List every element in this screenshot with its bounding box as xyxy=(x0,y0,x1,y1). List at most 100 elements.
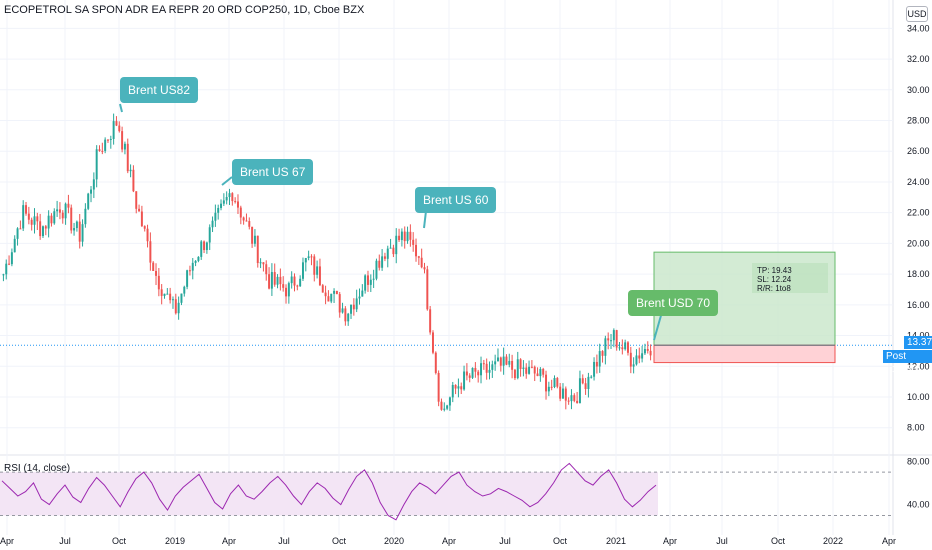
candle-body xyxy=(366,275,369,285)
candle-body xyxy=(188,270,191,272)
candle-body xyxy=(638,355,641,359)
candle-body xyxy=(618,347,621,349)
candle-body xyxy=(234,201,237,203)
candle-body xyxy=(454,384,457,389)
candle-body xyxy=(39,221,42,237)
candle-body xyxy=(587,376,590,390)
time-tick-label: 2019 xyxy=(165,536,185,546)
candle-body xyxy=(463,371,466,390)
trade-stats: TP: 19.43 SL: 12.24 R/R: 1to8 xyxy=(757,266,792,293)
candle-body xyxy=(626,342,629,353)
candle-body xyxy=(22,205,25,229)
candle-body xyxy=(522,367,525,369)
price-tick-label: 32.00 xyxy=(907,54,930,64)
candle-body xyxy=(81,224,84,242)
candle-body xyxy=(347,313,350,322)
candle-body xyxy=(584,383,587,390)
candle-body xyxy=(310,256,313,258)
annotation-brent-82[interactable]: Brent US82 xyxy=(120,77,199,103)
candle-body xyxy=(129,169,132,172)
candle-body xyxy=(251,226,254,244)
post-market-tag: Post 13.36 xyxy=(883,350,932,375)
candle-body xyxy=(180,293,183,303)
candle-body xyxy=(451,384,454,398)
candle-body xyxy=(612,330,615,341)
candle-body xyxy=(123,143,126,150)
currency-badge[interactable]: USD xyxy=(906,6,928,22)
candle-body xyxy=(194,260,197,263)
candle-body xyxy=(539,368,542,377)
post-label: Post xyxy=(886,351,907,362)
candle-body xyxy=(335,290,338,295)
rsi-tick-label: 40.00 xyxy=(907,500,930,510)
candle-body xyxy=(550,386,553,388)
candle-body xyxy=(361,290,364,297)
candle-body xyxy=(338,294,341,313)
time-tick-label: 2021 xyxy=(606,536,626,546)
candle-body xyxy=(355,298,358,310)
candle-body xyxy=(440,401,443,410)
annotation-brent-60[interactable]: Brent US 60 xyxy=(415,187,497,213)
price-tick-label: 12.00 xyxy=(907,361,930,371)
annotation-brent-70[interactable]: Brent USD 70 xyxy=(628,290,719,316)
candle-body xyxy=(58,209,61,213)
candle-body xyxy=(607,338,610,341)
candle-body xyxy=(56,209,59,212)
candle-body xyxy=(358,296,361,299)
candle-body xyxy=(333,290,336,294)
candle-body xyxy=(36,216,39,222)
candle-body xyxy=(282,284,285,288)
sl-line: SL: 12.24 xyxy=(757,275,792,284)
time-tick-label: Apr xyxy=(0,536,14,546)
candle-body xyxy=(92,179,95,190)
candle-body xyxy=(316,266,319,275)
candle-body xyxy=(324,292,327,297)
rr-line: R/R: 1to8 xyxy=(757,284,791,293)
callout-pointer xyxy=(119,103,123,113)
candle-body xyxy=(27,213,30,220)
candle-body xyxy=(19,228,22,230)
candle-body xyxy=(98,149,101,151)
price-tick-label: 10.00 xyxy=(907,392,930,402)
price-axis: 8.00 10.00 12.00 14.00 16.00 18.00 20.00 22.00 2… xyxy=(907,23,930,509)
candle-body xyxy=(70,207,73,231)
candle-body xyxy=(570,395,573,402)
candle-body xyxy=(90,189,93,194)
candle-body xyxy=(369,279,372,285)
candle-body xyxy=(344,308,347,322)
candle-body xyxy=(140,211,143,227)
candle-body xyxy=(632,364,635,367)
candle-body xyxy=(505,356,508,365)
candle-body xyxy=(248,221,251,227)
candle-body xyxy=(434,352,437,373)
candle-body xyxy=(197,256,200,261)
candle-body xyxy=(392,247,395,255)
candle-body xyxy=(47,215,50,229)
candle-body xyxy=(381,256,384,268)
candle-body xyxy=(304,257,307,263)
candle-body xyxy=(296,285,299,287)
candle-body xyxy=(437,372,440,402)
candle-body xyxy=(378,260,381,268)
candle-body xyxy=(598,351,601,367)
candle-body xyxy=(561,388,564,399)
candle-body xyxy=(268,274,271,289)
price-tick-label: 18.00 xyxy=(907,269,930,279)
candle-body xyxy=(403,231,406,242)
candle-body xyxy=(287,283,290,297)
candle-body xyxy=(152,262,155,271)
stats-backdrop xyxy=(752,263,828,293)
post-price: 13.36 xyxy=(892,364,918,375)
candle-body xyxy=(429,309,432,333)
time-tick-label: Oct xyxy=(553,536,568,546)
candle-body xyxy=(488,369,491,373)
time-tick-label: Jul xyxy=(499,536,511,546)
candle-body xyxy=(191,262,194,271)
annotation-brent-67[interactable]: Brent US 67 xyxy=(232,159,314,185)
candle-body xyxy=(412,239,415,245)
candle-body xyxy=(593,361,596,377)
candle-body xyxy=(341,308,344,313)
rsi-tick-label: 80.00 xyxy=(907,456,930,466)
candle-body xyxy=(301,262,304,279)
